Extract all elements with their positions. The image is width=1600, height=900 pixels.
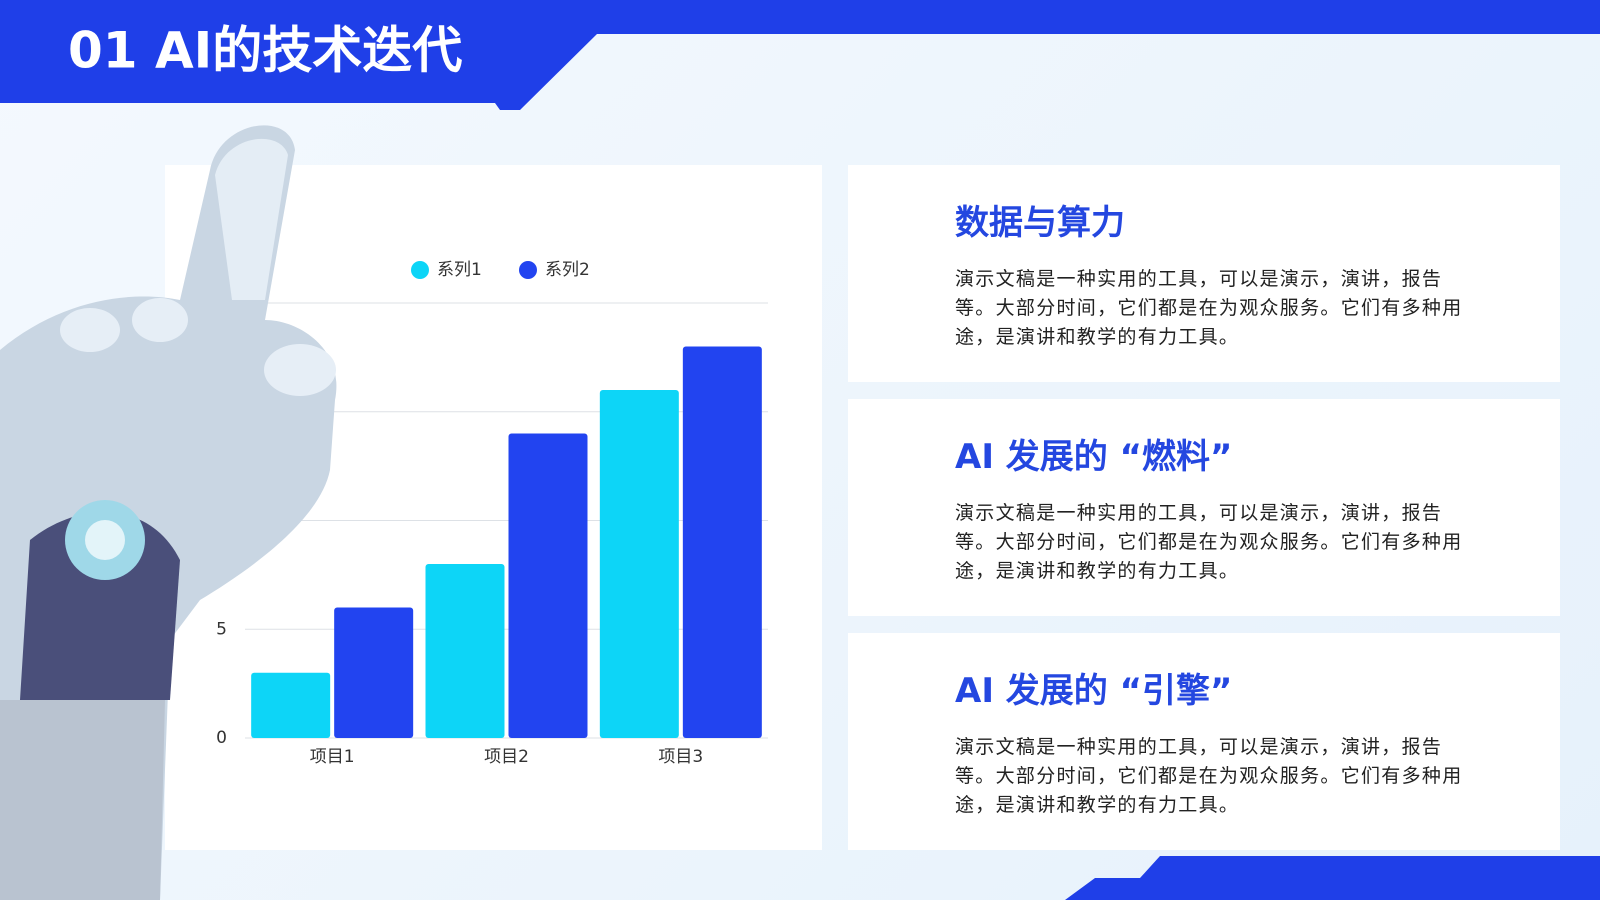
card-heading: AI 发展的 “引擎”	[955, 671, 1233, 711]
bar	[251, 672, 331, 738]
legend-marker	[411, 261, 429, 279]
card: AI 发展的 “燃料” 演示文稿是一种实用的工具，可以是演示，演讲，报告 等。大…	[848, 399, 1560, 616]
bar	[599, 390, 679, 738]
bottom-band	[1065, 856, 1600, 900]
card-line: 等。大部分时间，它们都是在为观众服务。它们有多种用	[955, 297, 1463, 319]
chart: 05101520系列1系列2项目1项目2项目3	[205, 260, 768, 767]
x-tick-label: 项目3	[658, 747, 703, 767]
slide-title: 01 AI的技术迭代	[68, 22, 462, 80]
x-tick-label: 项目1	[310, 747, 355, 767]
robot-hand	[0, 125, 337, 900]
card-line: 演示文稿是一种实用的工具，可以是演示，演讲，报告	[955, 268, 1443, 290]
bar	[508, 433, 588, 738]
card-line: 等。大部分时间，它们都是在为观众服务。它们有多种用	[955, 765, 1463, 787]
card: 数据与算力 演示文稿是一种实用的工具，可以是演示，演讲，报告 等。大部分时间，它…	[848, 165, 1560, 382]
y-tick-label: 5	[216, 619, 227, 639]
card-line: 途，是演讲和教学的有力工具。	[955, 794, 1240, 816]
card-line: 途，是演讲和教学的有力工具。	[955, 326, 1240, 348]
card-line: 演示文稿是一种实用的工具，可以是演示，演讲，报告	[955, 502, 1443, 524]
bar	[682, 346, 762, 738]
card-heading: 数据与算力	[955, 203, 1125, 243]
card-heading: AI 发展的 “燃料”	[955, 437, 1233, 477]
legend-label: 系列2	[545, 260, 590, 280]
title-block	[0, 0, 597, 110]
card-body: 演示文稿是一种实用的工具，可以是演示，演讲，报告 等。大部分时间，它们都是在为观…	[955, 733, 1463, 820]
legend-label: 系列1	[437, 260, 482, 280]
card-line: 途，是演讲和教学的有力工具。	[955, 560, 1240, 582]
y-tick-label: 0	[216, 728, 227, 748]
legend-marker	[519, 261, 537, 279]
card-line: 演示文稿是一种实用的工具，可以是演示，演讲，报告	[955, 736, 1443, 758]
x-tick-label: 项目2	[484, 747, 529, 767]
bar	[425, 564, 505, 738]
card-body: 演示文稿是一种实用的工具，可以是演示，演讲，报告 等。大部分时间，它们都是在为观…	[955, 265, 1463, 352]
card-line: 等。大部分时间，它们都是在为观众服务。它们有多种用	[955, 531, 1463, 553]
card-body: 演示文稿是一种实用的工具，可以是演示，演讲，报告 等。大部分时间，它们都是在为观…	[955, 499, 1463, 586]
card: AI 发展的 “引擎” 演示文稿是一种实用的工具，可以是演示，演讲，报告 等。大…	[848, 633, 1560, 850]
bar	[334, 607, 414, 738]
